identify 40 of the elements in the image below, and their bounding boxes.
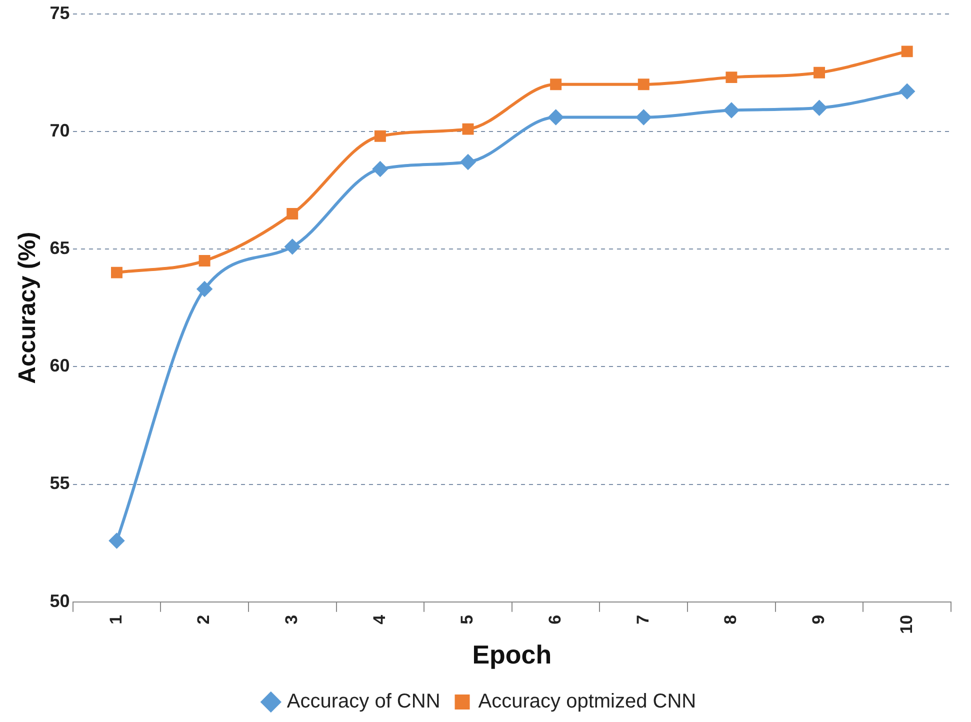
legend-label: Accuracy optmized CNN: [478, 690, 696, 713]
point: [900, 84, 915, 99]
y-tick-label: 60: [50, 356, 70, 376]
y-tick-label: 65: [50, 238, 70, 258]
point: [550, 78, 562, 90]
point: [724, 102, 739, 118]
point: [636, 110, 652, 125]
legend-label: Accuracy of CNN: [286, 690, 440, 713]
point: [109, 533, 124, 548]
x-tick-label: 2: [194, 614, 214, 624]
y-axis-title: Accuracy (%): [14, 232, 42, 384]
x-tick-label: 5: [458, 614, 477, 624]
point: [372, 162, 388, 177]
x-tick-label: 10: [896, 614, 916, 634]
point: [638, 78, 650, 90]
x-tick-label: 6: [546, 614, 565, 624]
point: [460, 154, 476, 170]
y-tick-label: 75: [50, 2, 70, 23]
point: [286, 208, 298, 220]
y-tick-label: 50: [50, 590, 70, 611]
point: [548, 110, 564, 125]
point: [197, 282, 212, 297]
point: [198, 255, 210, 267]
point: [812, 100, 827, 116]
point: [462, 123, 474, 135]
point: [814, 66, 826, 78]
point: [901, 46, 913, 58]
y-tick-label: 55: [50, 473, 70, 494]
x-tick-label: 1: [106, 614, 126, 624]
x-tick-label: 8: [721, 614, 740, 624]
point: [110, 266, 122, 278]
x-tick-label: 4: [370, 614, 389, 624]
x-tick-label: 7: [633, 614, 652, 624]
point: [284, 239, 300, 254]
point: [374, 130, 386, 142]
x-tick-label: 3: [282, 614, 302, 624]
x-axis-title: Epoch: [472, 640, 552, 670]
y-tick-label: 70: [50, 120, 70, 140]
point: [726, 72, 738, 84]
x-tick-label: 9: [808, 614, 828, 624]
